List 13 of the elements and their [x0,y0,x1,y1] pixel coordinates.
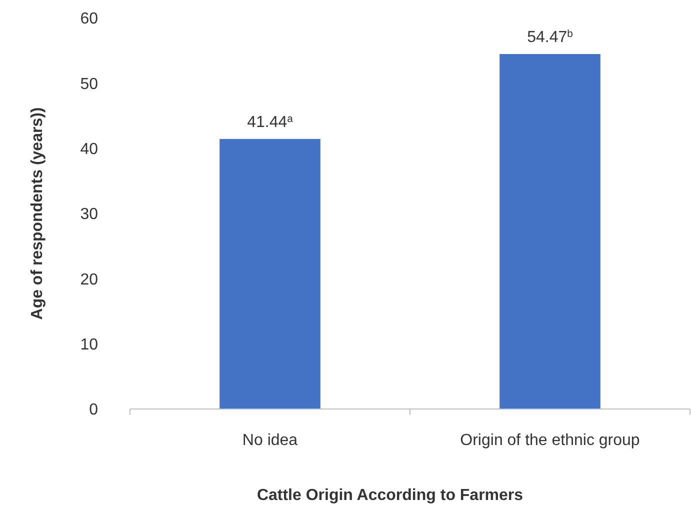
data-label: 41.44$^{a}$ [247,113,294,131]
x-tick-label: Origin of the ethnic group [460,432,640,449]
y-tick-label: 0 [89,402,98,419]
y-tick-label: 50 [80,76,98,93]
data-label: 54.47$^{b}$ [527,28,574,46]
y-tick-label: 30 [80,206,98,224]
y-tick-label: 60 [80,10,98,28]
y-axis-title: Age of respondents (years)) [29,107,46,320]
y-tick-label: 40 [80,140,98,158]
y-tick-label: 20 [80,271,98,288]
x-tick-label: No idea [242,432,298,449]
x-axis-title: Cattle Origin According to Farmers [256,487,524,504]
y-tick-label: 10 [80,336,98,354]
